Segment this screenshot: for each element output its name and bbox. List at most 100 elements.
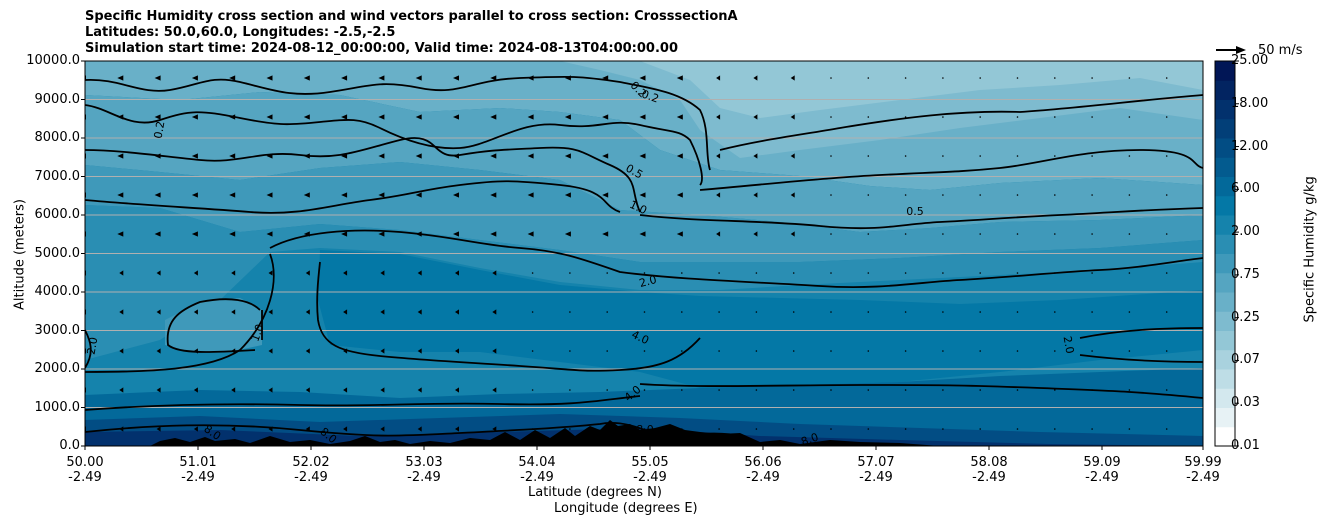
wind-vector	[569, 428, 571, 430]
wind-vector	[867, 155, 870, 157]
wind-vector	[455, 309, 459, 315]
wind-vector	[790, 192, 795, 198]
wind-vector	[378, 192, 385, 198]
wind-vector	[531, 272, 534, 274]
wind-vector	[117, 231, 124, 237]
wind-vector	[979, 155, 981, 157]
wind-vector	[119, 348, 124, 354]
wind-vector	[979, 389, 981, 391]
wind-vector	[753, 231, 758, 237]
wind-vector	[602, 192, 609, 198]
wind-vector	[606, 350, 608, 352]
wind-vector	[453, 153, 459, 159]
wind-vector	[268, 270, 273, 276]
wind-vector	[417, 270, 422, 276]
wind-vector	[1054, 350, 1056, 352]
wind-vector	[979, 77, 981, 79]
wind-vector	[564, 231, 571, 237]
colorbar-label: Specific Humidity g/kg	[1302, 176, 1318, 323]
wind-vector	[716, 153, 721, 159]
wind-vector	[606, 428, 608, 430]
wind-vector	[527, 75, 534, 81]
wind-vector	[1054, 194, 1056, 196]
wind-vector	[643, 350, 646, 352]
wind-vector	[904, 389, 907, 391]
colorbar-tick-label: 0.03	[1231, 395, 1260, 411]
wind-vector	[1054, 272, 1056, 274]
y-tick-label: 6000.0	[34, 207, 81, 222]
wind-vector	[492, 270, 497, 276]
wind-vector	[716, 231, 721, 237]
wind-vector	[268, 387, 273, 393]
wind-vector	[231, 270, 236, 276]
wind-vector	[942, 389, 944, 391]
wind-vector	[792, 350, 795, 352]
wind-vector	[1054, 428, 1056, 430]
colorbar-swatch	[1215, 369, 1235, 389]
terrain	[150, 420, 940, 446]
wind-vector	[117, 192, 124, 198]
wind-vector	[830, 116, 832, 118]
humidity-band-6	[318, 250, 1203, 388]
wind-vector	[492, 426, 497, 432]
wind-vector	[830, 77, 832, 79]
y-tick-label: 9000.0	[34, 91, 81, 107]
wind-vector	[156, 270, 161, 276]
wind-vector	[490, 153, 497, 159]
wind-vector	[830, 155, 832, 157]
wind-vector	[1091, 194, 1093, 196]
wind-vector	[639, 114, 646, 120]
wind-vector	[676, 75, 683, 81]
chart-subtitle-coordinates: Latitudes: 50.0,60.0, Longitudes: -2.5,-…	[85, 25, 396, 40]
wind-vector	[1128, 389, 1131, 391]
wind-vector	[643, 311, 646, 313]
wind-vector	[1128, 350, 1131, 352]
wind-vector	[867, 116, 870, 118]
wind-vector	[569, 350, 571, 352]
wind-vector	[527, 114, 534, 120]
wind-vector	[790, 153, 795, 159]
wind-vector	[904, 233, 907, 235]
wind-vector	[639, 231, 646, 237]
wind-vector	[904, 77, 907, 79]
wind-vector	[193, 387, 198, 393]
wind-vector	[154, 114, 161, 120]
wind-vector	[867, 311, 870, 313]
wind-vector	[231, 387, 236, 393]
y-tick-label: 3000.0	[34, 322, 81, 338]
wind-vector	[792, 272, 795, 274]
wind-vector	[942, 350, 944, 352]
wind-vector	[156, 387, 161, 393]
humidity-contour-line	[85, 180, 621, 214]
wind-vector	[718, 350, 720, 352]
x-tick-label: 59.09 -2.49	[1083, 455, 1121, 485]
wind-vector	[606, 272, 608, 274]
wind-vector	[343, 348, 348, 354]
wind-vector	[1016, 194, 1019, 196]
wind-vector	[156, 426, 161, 432]
wind-vector	[417, 426, 422, 432]
wind-vector	[1165, 389, 1168, 391]
wind-vector	[303, 192, 310, 198]
wind-vector	[681, 272, 683, 274]
wind-vector	[942, 272, 944, 274]
wind-vector	[755, 311, 758, 313]
wind-vector	[1091, 155, 1093, 157]
humidity-contour-line	[85, 137, 641, 213]
wind-vector	[1165, 116, 1168, 118]
wind-vector	[643, 389, 646, 391]
x-tick-label: 51.01 -2.49	[179, 455, 217, 485]
colorbar-swatch	[1215, 253, 1235, 274]
wind-vector	[268, 309, 273, 315]
humidity-band-3	[85, 92, 1203, 232]
wind-vector	[154, 75, 161, 81]
contour-label: 2.0	[638, 273, 658, 290]
wind-vector	[1165, 311, 1168, 313]
contour-label: 2.0	[85, 336, 101, 355]
wind-vector	[229, 153, 236, 159]
colorbar-swatch	[1215, 330, 1235, 351]
wind-vector	[564, 153, 571, 159]
wind-vector	[343, 426, 348, 432]
wind-vector	[343, 309, 348, 315]
